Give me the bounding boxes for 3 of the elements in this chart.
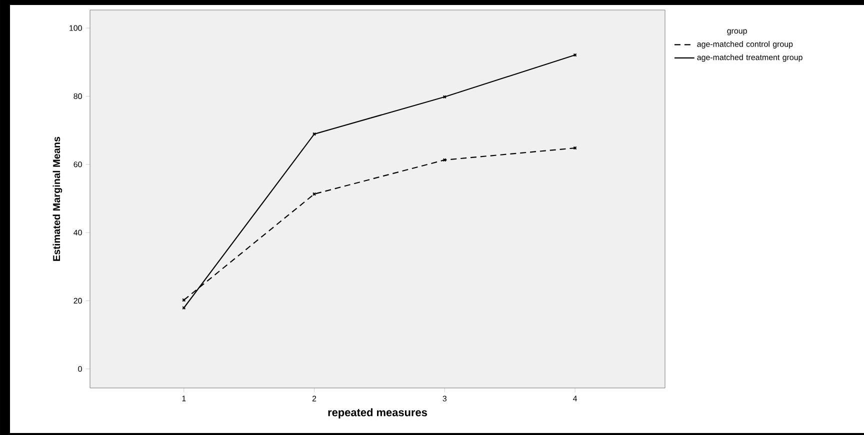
point (442, 95, 446, 99)
x-axis-title: repeated measures (328, 408, 427, 418)
y-axis-title: Estimated Marginal Means (52, 136, 62, 261)
